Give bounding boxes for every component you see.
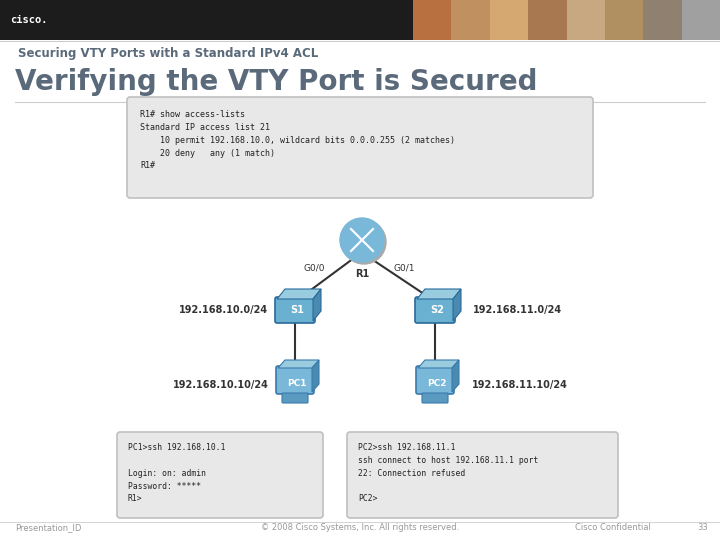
Text: R1# show access-lists
Standard IP access list 21
    10 permit 192.168.10.0, wil: R1# show access-lists Standard IP access…: [140, 110, 455, 171]
Bar: [643, 0, 682, 40]
FancyBboxPatch shape: [127, 97, 593, 198]
Bar: [413, 0, 451, 40]
FancyBboxPatch shape: [276, 366, 314, 394]
Bar: [490, 0, 528, 40]
Text: 33: 33: [697, 523, 708, 532]
Bar: [0, 0, 720, 40]
Polygon shape: [312, 360, 319, 392]
FancyBboxPatch shape: [415, 297, 455, 323]
Text: Presentation_ID: Presentation_ID: [15, 523, 81, 532]
Text: S2: S2: [430, 305, 444, 315]
Text: PC2>ssh 192.168.11.1
ssh connect to host 192.168.11.1 port
22: Connection refuse: PC2>ssh 192.168.11.1 ssh connect to host…: [358, 443, 539, 503]
Bar: [605, 0, 643, 40]
Polygon shape: [453, 289, 461, 321]
FancyBboxPatch shape: [117, 432, 323, 518]
Text: PC2: PC2: [427, 379, 446, 388]
Bar: [682, 0, 720, 40]
Text: Securing VTY Ports with a Standard IPv4 ACL: Securing VTY Ports with a Standard IPv4 …: [18, 48, 318, 60]
Polygon shape: [277, 289, 321, 299]
Text: PC1>ssh 192.168.10.1

Login: on: admin
Password: *****
R1>: PC1>ssh 192.168.10.1 Login: on: admin Pa…: [128, 443, 225, 503]
Text: cisco.: cisco.: [10, 15, 48, 25]
Text: 192.168.10.10/24: 192.168.10.10/24: [173, 380, 269, 390]
Text: G0/1: G0/1: [393, 264, 415, 273]
Polygon shape: [417, 289, 461, 299]
Bar: [528, 0, 567, 40]
Circle shape: [342, 220, 386, 264]
Circle shape: [340, 218, 384, 262]
Polygon shape: [313, 289, 321, 321]
Polygon shape: [452, 360, 459, 392]
FancyBboxPatch shape: [347, 432, 618, 518]
Text: G0/0: G0/0: [303, 264, 325, 273]
Text: S1: S1: [290, 305, 304, 315]
Polygon shape: [418, 360, 459, 368]
Polygon shape: [278, 360, 319, 368]
FancyBboxPatch shape: [422, 393, 448, 403]
FancyBboxPatch shape: [282, 393, 308, 403]
Text: 192.168.10.0/24: 192.168.10.0/24: [179, 305, 268, 315]
Bar: [567, 0, 605, 40]
Text: 192.168.11.0/24: 192.168.11.0/24: [472, 305, 562, 315]
Text: © 2008 Cisco Systems, Inc. All rights reserved.: © 2008 Cisco Systems, Inc. All rights re…: [261, 523, 459, 532]
Text: R1: R1: [355, 269, 369, 279]
Text: Cisco Confidential: Cisco Confidential: [575, 523, 651, 532]
Text: Verifying the VTY Port is Secured: Verifying the VTY Port is Secured: [15, 68, 538, 96]
Text: PC1: PC1: [287, 379, 307, 388]
Text: 192.168.11.10/24: 192.168.11.10/24: [472, 380, 568, 390]
FancyBboxPatch shape: [416, 366, 454, 394]
FancyBboxPatch shape: [275, 297, 315, 323]
Bar: [451, 0, 490, 40]
